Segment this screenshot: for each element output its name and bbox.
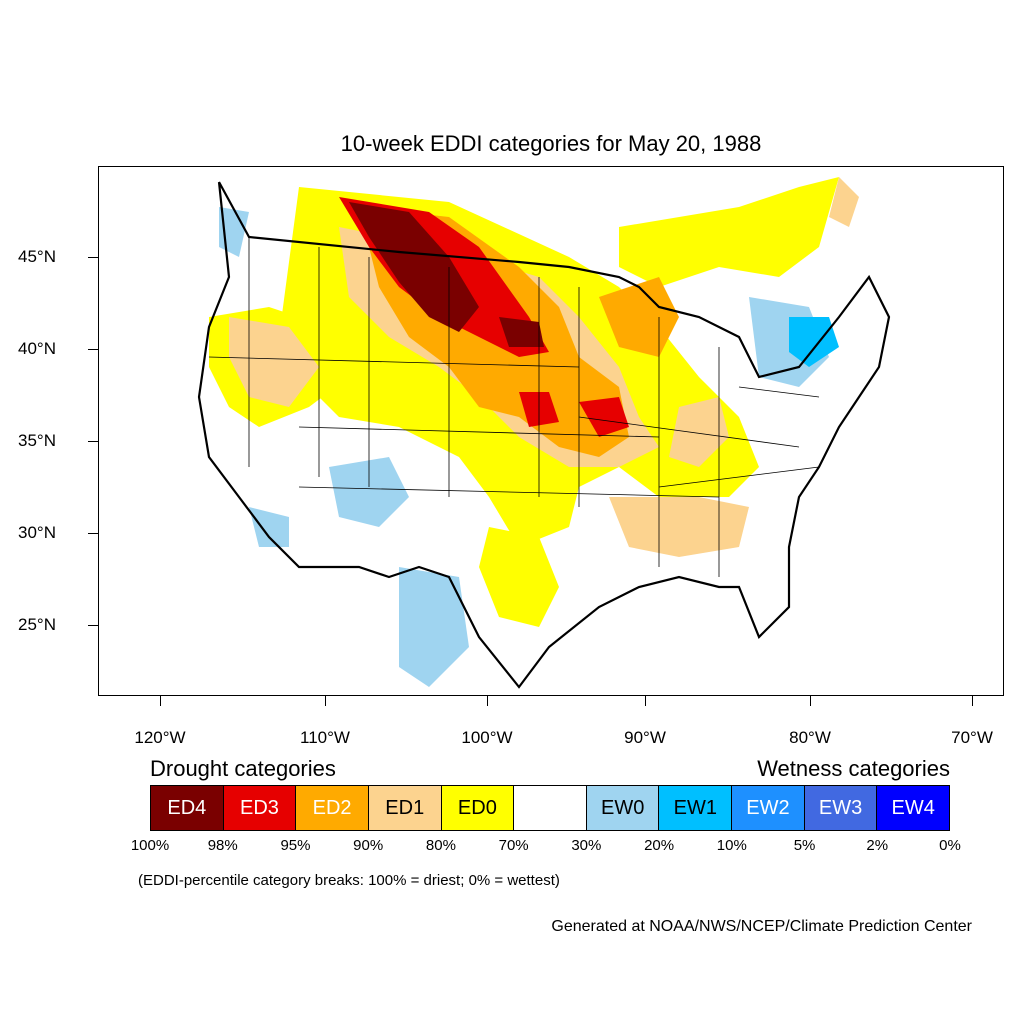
lon-label-80: 80°W [789, 728, 831, 747]
legend-box-ed0: ED0 [441, 786, 515, 830]
ed4-areas [349, 202, 544, 347]
map-panel [98, 166, 1004, 696]
legend-break-label: 80% [425, 837, 456, 854]
legend-break-label: 90% [353, 837, 384, 854]
lon-tick [325, 696, 326, 706]
legend-box-ed3: ED3 [223, 786, 297, 830]
lat-tick [88, 533, 98, 534]
legend-break-label: 98% [207, 837, 238, 854]
legend-box-ew1: EW1 [659, 786, 733, 830]
map-svg [197, 177, 891, 689]
coastline [197, 181, 891, 689]
category-note: (EDDI-percentile category breaks: 100% =… [138, 872, 560, 889]
legend-box-ew2: EW2 [732, 786, 805, 830]
map-title: 10-week EDDI categories for May 20, 1988 [340, 131, 762, 156]
lat-label-40: 40°N [18, 339, 56, 358]
legend-box-ew3: EW3 [804, 786, 878, 830]
legend-box-ew0: EW0 [586, 786, 660, 830]
legend-break-label: 0% [939, 837, 961, 854]
lon-label-70: 70°W [951, 728, 993, 747]
lat-tick [88, 257, 98, 258]
lat-tick [88, 625, 98, 626]
legend-box-ed4: ED4 [151, 786, 224, 830]
state-borders [208, 237, 820, 577]
legend-box-ew4: EW4 [877, 786, 950, 830]
legend-break-label: 95% [280, 837, 311, 854]
legend-box-ed2: ED2 [296, 786, 369, 830]
lat-label-35: 35°N [18, 431, 56, 450]
lon-label-90: 90°W [624, 728, 666, 747]
legend-break-label: 2% [866, 837, 889, 854]
category-legend: ED4 ED3 ED2 ED1 ED0 EW0 EW1 EW2 EW3 EW4 [150, 785, 950, 831]
lat-tick [88, 441, 98, 442]
lat-label-30: 30°N [18, 523, 56, 542]
lon-tick [487, 696, 488, 706]
legend-break-label: 5% [793, 837, 816, 854]
lon-label-100: 100°W [461, 728, 513, 747]
lon-tick [810, 696, 811, 706]
lon-tick [972, 696, 973, 706]
legend-break-label: 70% [498, 837, 529, 854]
credit-line: Generated at NOAA/NWS/NCEP/Climate Predi… [551, 918, 972, 935]
lon-tick [160, 696, 161, 706]
legend-break-label: 100% [130, 837, 170, 854]
legend-box-ed1: ED1 [368, 786, 442, 830]
lon-label-110: 110°W [300, 728, 350, 747]
lat-label-25: 25°N [18, 615, 56, 634]
legend-box-neutral [514, 786, 587, 830]
ew1-areas [789, 317, 839, 367]
lon-tick [645, 696, 646, 706]
legend-break-label: 10% [716, 837, 747, 854]
lat-tick [88, 349, 98, 350]
lon-label-120: 120°W [134, 728, 186, 747]
legend-break-label: 30% [571, 837, 602, 854]
lat-label-45: 45°N [18, 247, 56, 266]
legend-break-label: 20% [644, 837, 675, 854]
wetness-categories-title: Wetness categories [757, 756, 950, 781]
drought-categories-title: Drought categories [150, 756, 336, 781]
